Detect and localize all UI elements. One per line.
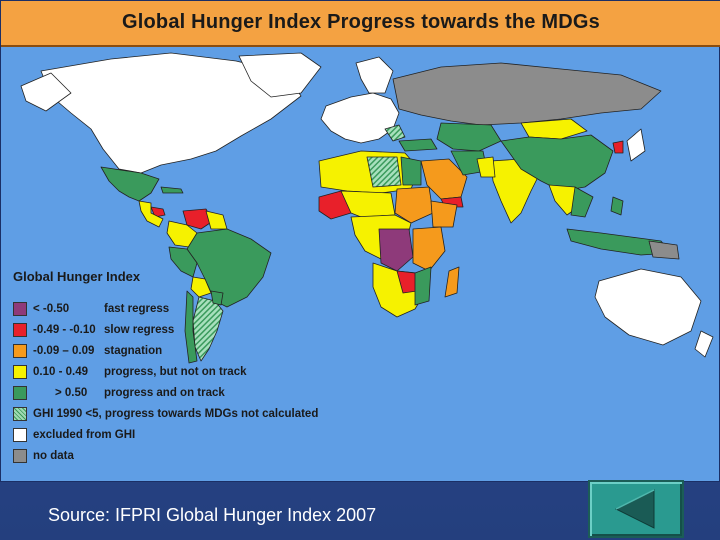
region-china	[500, 134, 614, 192]
legend-item-excluded: excluded from GHI	[13, 426, 353, 447]
region-guyanas	[205, 210, 228, 230]
legend-desc: progress, but not on track	[104, 366, 247, 378]
legend-desc: slow regress	[104, 324, 175, 336]
legend-desc: progress and on track	[104, 387, 225, 399]
legend-item-stagnation: -0.09 – 0.09 stagnation	[13, 342, 353, 363]
legend-range: -0.09 – 0.09	[33, 345, 95, 357]
legend-item-no-data: no data	[13, 447, 353, 468]
legend-range: -0.49 - -0.10	[33, 324, 96, 336]
region-alaska	[20, 72, 72, 112]
region-mongolia	[520, 118, 588, 140]
region-mozambique	[414, 266, 432, 306]
back-triangle-icon	[614, 489, 655, 529]
legend: Global Hunger Index < -0.50 fast regress…	[13, 269, 353, 468]
region-central-america	[138, 200, 164, 228]
region-russia	[392, 62, 662, 126]
legend-item-slow-regress: -0.49 - -0.10 slow regress	[13, 321, 353, 342]
region-drc	[378, 228, 414, 272]
legend-desc: fast regress	[104, 303, 170, 315]
legend-desc: no data	[33, 450, 74, 462]
region-png	[648, 240, 680, 260]
legend-swatch-on-track	[13, 386, 27, 400]
region-venezuela	[182, 208, 214, 230]
legend-swatch-excluded	[13, 428, 27, 442]
legend-swatch-progress-not-on-track	[13, 365, 27, 379]
region-mexico	[100, 166, 160, 202]
legend-range: 0.10 - 0.49	[33, 366, 88, 378]
region-pakistan	[476, 156, 496, 178]
region-scandinavia	[355, 56, 394, 94]
region-north-korea	[612, 140, 624, 154]
map-frame: Global Hunger Index Progress towards the…	[0, 0, 720, 482]
legend-range: < -0.50	[33, 303, 70, 315]
legend-swatch-slow-regress	[13, 323, 27, 337]
region-indochina	[570, 186, 594, 218]
legend-swatch-not-calculated	[13, 407, 27, 421]
source-caption: Source: IFPRI Global Hunger Index 2007	[48, 505, 377, 525]
region-north-america	[40, 52, 302, 174]
region-egypt	[400, 156, 422, 186]
legend-desc: stagnation	[104, 345, 163, 357]
legend-swatch-no-data	[13, 449, 27, 463]
world-map	[20, 52, 714, 364]
region-cuba	[160, 186, 184, 194]
region-turkey	[398, 138, 438, 152]
region-madagascar	[444, 266, 460, 298]
legend-item-progress-not-on-track: 0.10 - 0.49 progress, but not on track	[13, 363, 353, 384]
region-korea-japan	[626, 128, 646, 162]
legend-desc: GHI 1990 <5, progress towards MDGs not c…	[33, 408, 319, 420]
region-balkans	[384, 124, 406, 142]
title-bar: Global Hunger Index Progress towards the…	[1, 1, 720, 47]
back-button[interactable]	[588, 480, 684, 538]
legend-desc: excluded from GHI	[33, 429, 136, 441]
region-philippines	[610, 196, 624, 216]
region-australia	[594, 268, 702, 346]
legend-item-on-track: > 0.50 progress and on track	[13, 384, 353, 405]
legend-range: > 0.50	[55, 387, 88, 399]
region-sudan	[394, 186, 434, 224]
region-greenland	[238, 52, 322, 98]
region-central-asia	[436, 122, 502, 152]
region-bolivia	[190, 276, 212, 298]
map-title: Global Hunger Index Progress towards the…	[122, 11, 600, 33]
region-ethiopia	[430, 200, 458, 228]
legend-item-fast-regress: < -0.50 fast regress	[13, 300, 353, 321]
region-libya-hatch	[366, 156, 402, 188]
region-chile	[184, 290, 198, 364]
legend-swatch-stagnation	[13, 344, 27, 358]
region-europe	[320, 92, 400, 144]
region-new-zealand	[694, 330, 714, 358]
legend-title: Global Hunger Index	[13, 269, 141, 284]
legend-swatch-fast-regress	[13, 302, 27, 316]
region-east-africa	[412, 226, 446, 272]
region-paraguay	[210, 290, 224, 306]
legend-item-not-calculated: GHI 1990 <5, progress towards MDGs not c…	[13, 405, 353, 426]
